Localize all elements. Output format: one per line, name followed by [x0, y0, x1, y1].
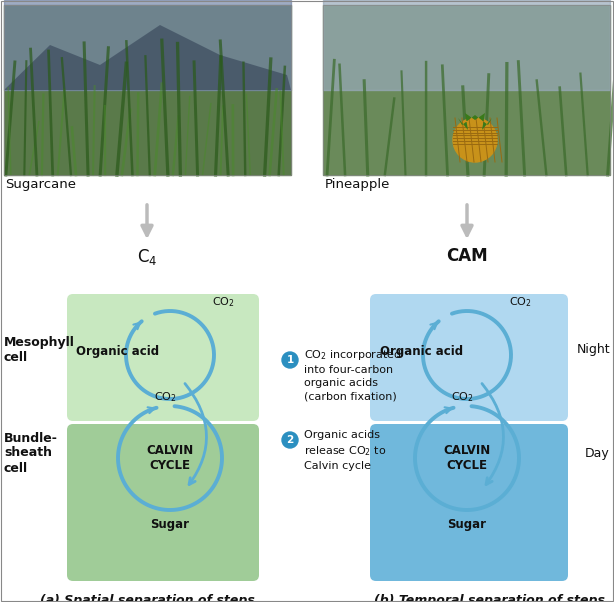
Polygon shape — [4, 25, 291, 90]
FancyBboxPatch shape — [370, 294, 568, 421]
Polygon shape — [458, 113, 492, 130]
Text: 2: 2 — [286, 435, 293, 445]
Bar — [323, 5, 610, 175]
Text: Day: Day — [585, 447, 610, 459]
Text: Night: Night — [577, 344, 610, 356]
Text: (b) Temporal separation of steps: (b) Temporal separation of steps — [375, 594, 605, 602]
Text: CALVIN
CYCLE: CALVIN CYCLE — [443, 444, 491, 472]
Text: Sugar: Sugar — [448, 518, 486, 531]
FancyBboxPatch shape — [370, 424, 568, 581]
Text: 1: 1 — [286, 355, 293, 365]
FancyBboxPatch shape — [67, 424, 259, 581]
Text: CO$_2$: CO$_2$ — [212, 295, 235, 309]
Text: CALVIN
CYCLE: CALVIN CYCLE — [146, 444, 193, 472]
FancyBboxPatch shape — [67, 294, 259, 421]
Text: Organic acid: Organic acid — [380, 346, 463, 359]
Bar — [4, 5, 291, 175]
Text: Sugar: Sugar — [150, 518, 190, 531]
Text: C$_4$: C$_4$ — [137, 247, 157, 267]
Text: Pineapple: Pineapple — [325, 178, 391, 191]
Text: CO$_2$: CO$_2$ — [154, 390, 176, 404]
Bar — [323, 5, 610, 175]
Circle shape — [282, 352, 298, 368]
Text: Organic acid: Organic acid — [76, 346, 159, 359]
Text: CAM: CAM — [446, 247, 488, 265]
Text: Sugarcane: Sugarcane — [5, 178, 76, 191]
Bar — [323, 0, 610, 90]
Text: CO$_2$: CO$_2$ — [451, 390, 473, 404]
Circle shape — [453, 118, 497, 162]
Text: Bundle-
sheath
cell: Bundle- sheath cell — [4, 432, 58, 474]
Text: CO$_2$: CO$_2$ — [509, 295, 532, 309]
Text: CO$_2$ incorporated
into four-carbon
organic acids
(carbon fixation): CO$_2$ incorporated into four-carbon org… — [304, 348, 402, 402]
Bar — [4, 5, 291, 175]
Text: (a) Spatial separation of steps: (a) Spatial separation of steps — [39, 594, 254, 602]
Circle shape — [282, 432, 298, 448]
Bar — [4, 0, 291, 90]
Text: Organic acids
release CO$_2$ to
Calvin cycle: Organic acids release CO$_2$ to Calvin c… — [304, 430, 386, 471]
Text: Mesophyll
cell: Mesophyll cell — [4, 336, 75, 364]
